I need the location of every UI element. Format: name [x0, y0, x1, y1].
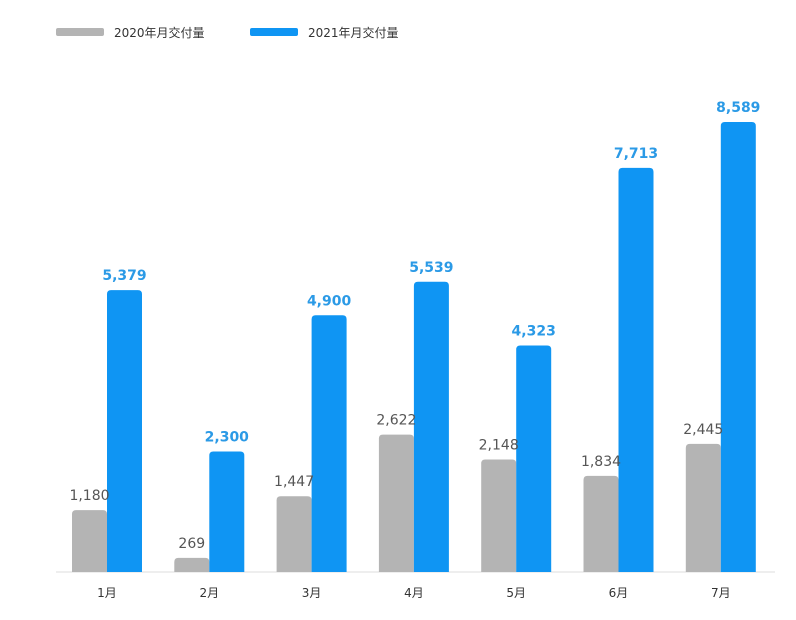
bar-2020-6	[583, 475, 619, 572]
bar-2020-1	[72, 510, 107, 572]
bar-2021-6	[618, 167, 654, 572]
bar-2020-2	[174, 557, 210, 572]
data-label-2020-5: 2,148	[479, 438, 519, 454]
data-label-2021-6: 7,713	[614, 146, 658, 162]
data-label-2021-2: 2,300	[205, 430, 250, 446]
data-label-2021-4: 5,539	[409, 260, 453, 276]
data-label-2021-1: 5,379	[102, 268, 146, 284]
legend-swatch-2020	[56, 28, 104, 36]
legend-label-2020: 2020年月交付量	[114, 25, 205, 40]
legend: 2020年月交付量 2021年月交付量	[56, 25, 399, 40]
data-label-2021-5: 4,323	[512, 324, 556, 340]
bar-2020-5	[481, 459, 517, 572]
data-label-2021-7: 8,589	[716, 100, 760, 116]
data-label-2020-1: 1,180	[69, 488, 109, 504]
data-label-2021-3: 4,900	[307, 293, 352, 309]
legend-swatch-2021	[250, 28, 298, 36]
x-tick-label-3: 3月	[302, 586, 322, 600]
bar-2021-7	[720, 122, 756, 572]
x-tick-label-4: 4月	[404, 586, 424, 600]
legend-item-2021: 2021年月交付量	[250, 25, 399, 40]
x-tick-labels: 1月 2月 3月 4月 5月 6月 7月	[97, 586, 730, 600]
x-tick-label-7: 7月	[711, 586, 731, 600]
bar-2021-2	[209, 451, 245, 572]
bar-2021-5	[516, 345, 552, 572]
x-tick-label-1: 1月	[97, 586, 117, 600]
x-tick-label-2: 2月	[199, 586, 219, 600]
bar-2021-1	[107, 290, 142, 572]
data-label-2020-2: 269	[178, 536, 205, 552]
bar-2021-4	[413, 281, 449, 572]
data-labels-layer: 1,180 5,379 269 2,300 1,447 4,900 2,622 5,539 2,…	[69, 100, 760, 552]
legend-label-2021: 2021年月交付量	[308, 25, 399, 40]
data-label-2020-6: 1,834	[581, 454, 621, 470]
bar-2020-4	[378, 434, 414, 572]
data-label-2020-7: 2,445	[683, 422, 723, 438]
data-label-2020-3: 1,447	[274, 474, 314, 490]
bar-2021-3	[311, 315, 347, 572]
data-label-2020-4: 2,622	[376, 413, 416, 429]
bar-2020-7	[685, 443, 721, 572]
bar-2020-3	[276, 496, 312, 572]
x-tick-label-5: 5月	[506, 586, 526, 600]
legend-item-2020: 2020年月交付量	[56, 25, 205, 40]
bars-layer	[72, 122, 756, 572]
x-tick-label-6: 6月	[609, 586, 629, 600]
